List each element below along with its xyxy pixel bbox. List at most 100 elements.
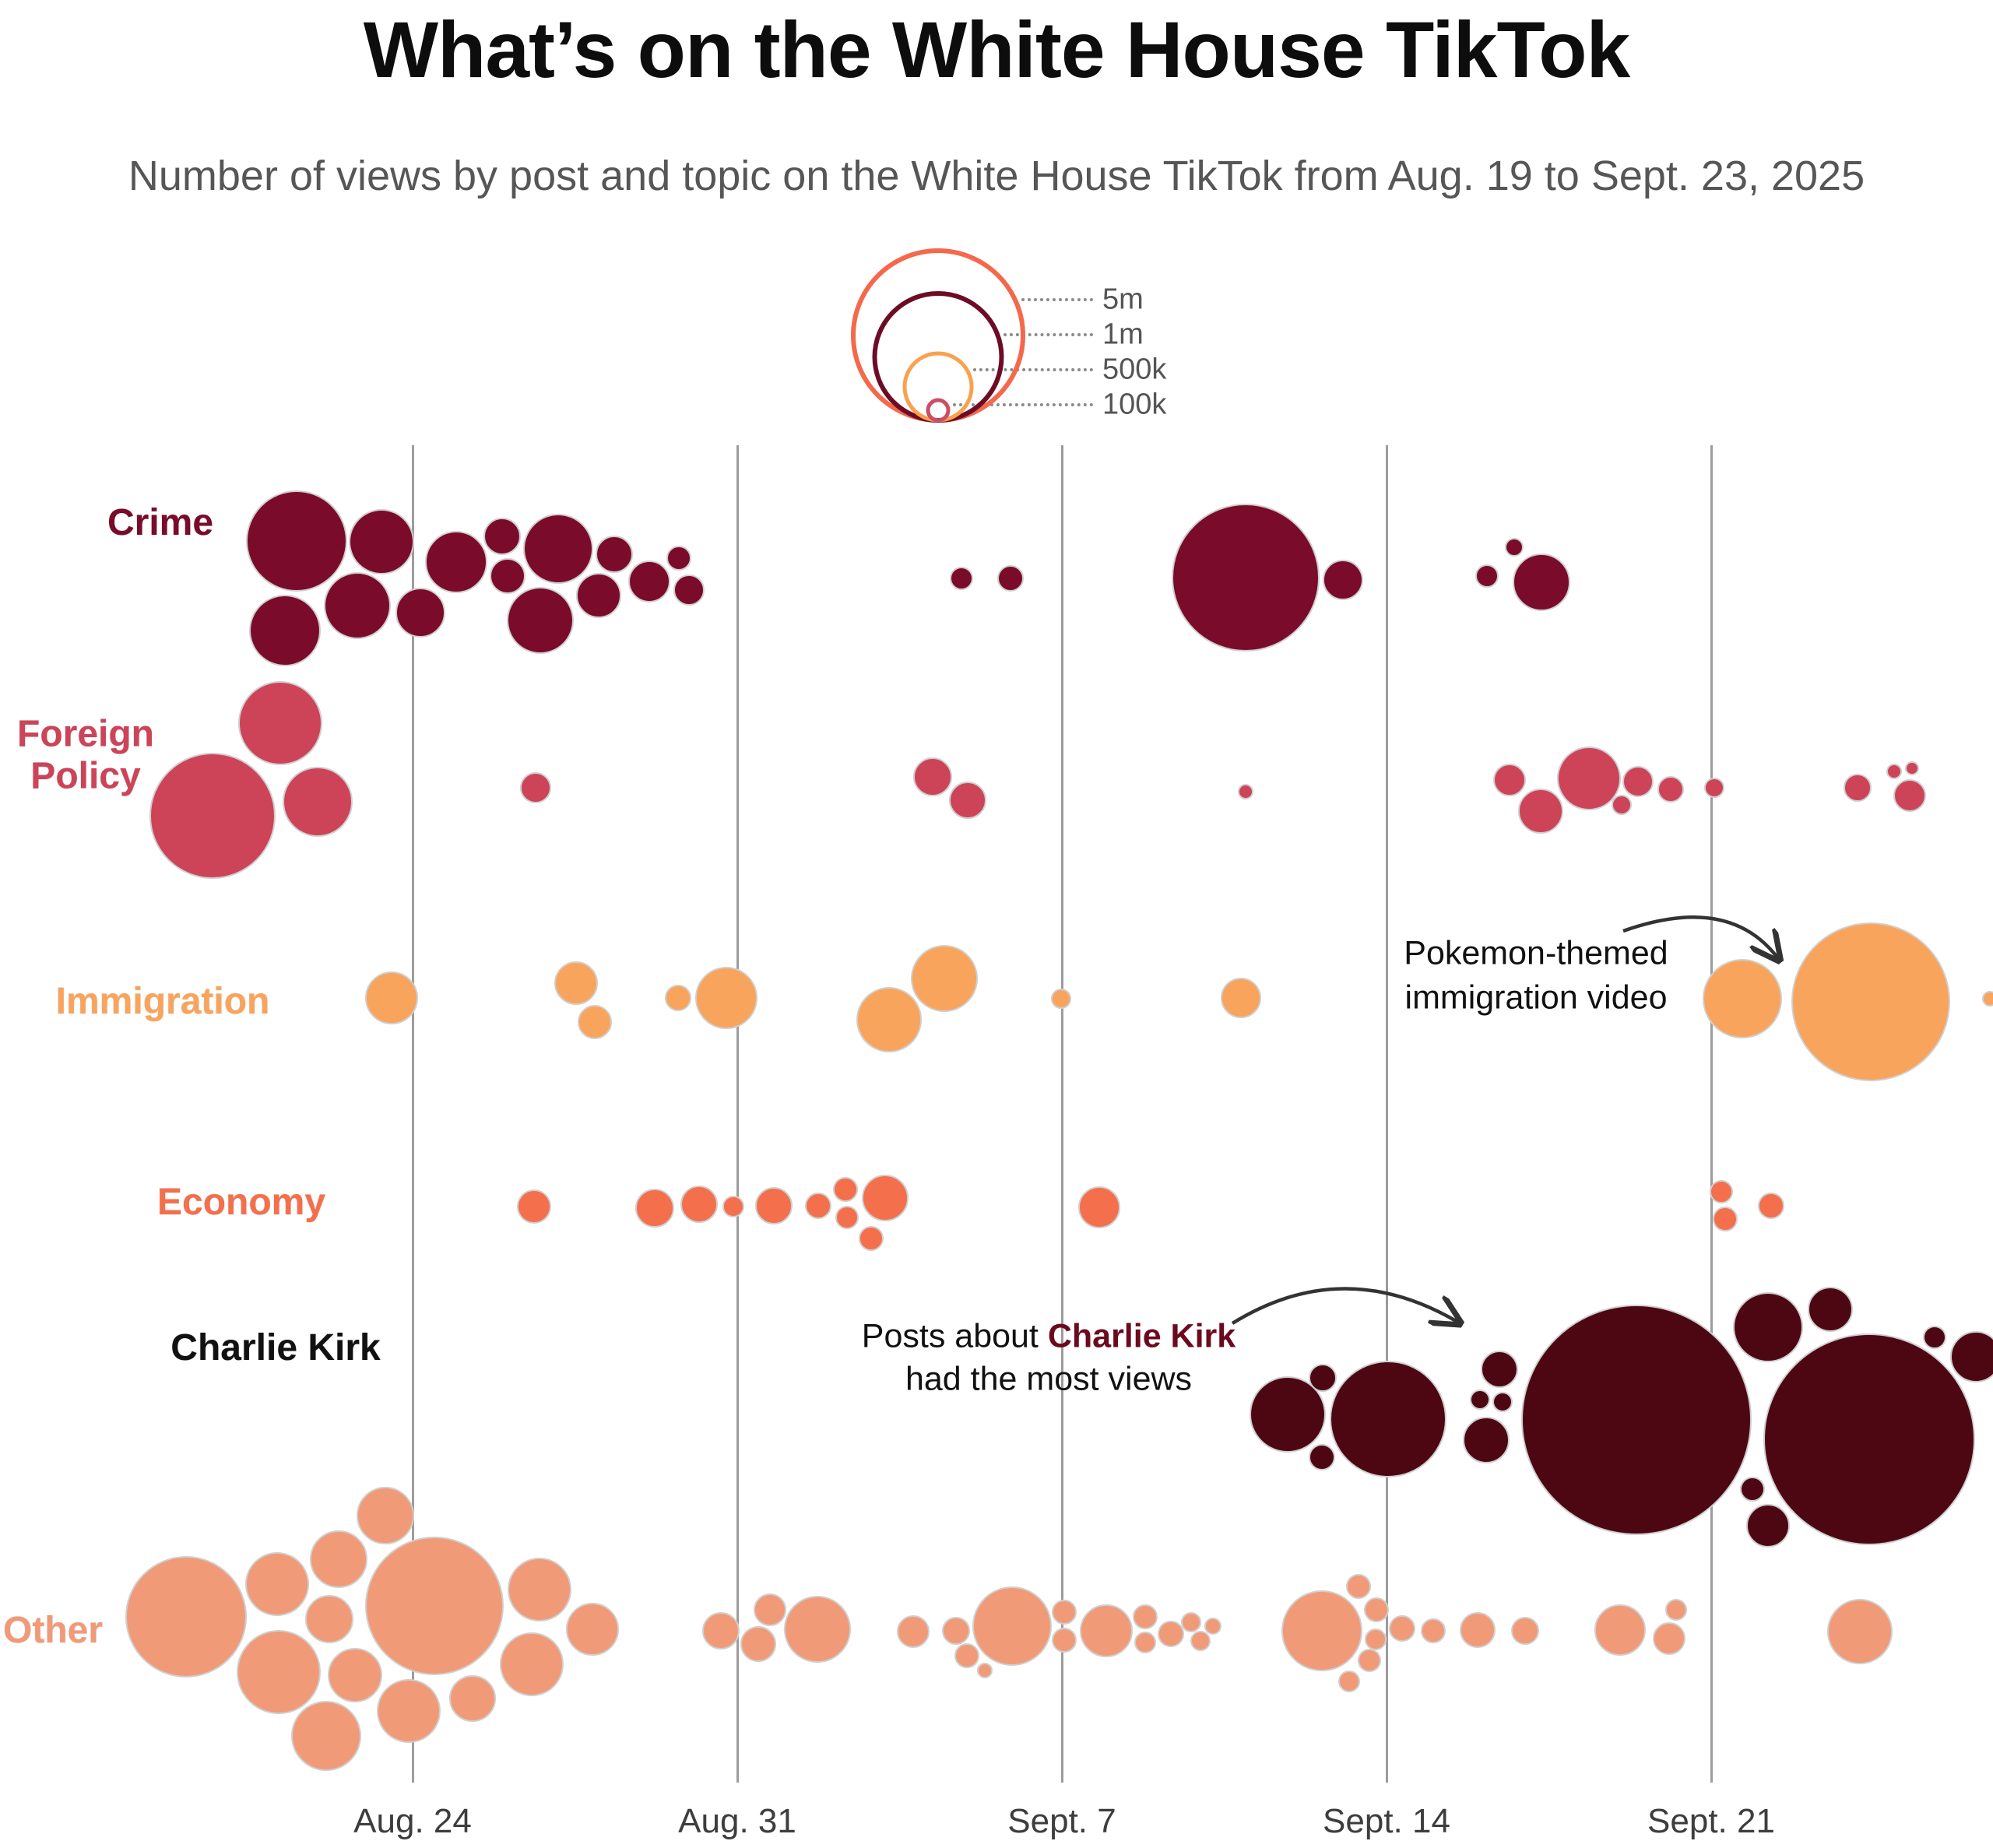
bubble-other [977, 1663, 993, 1678]
bubble-foreign-policy [1622, 766, 1654, 797]
bubble-other [972, 1586, 1052, 1666]
bubble-crime [1172, 504, 1320, 652]
bubble-foreign-policy [913, 757, 952, 796]
bubble-foreign-policy [1493, 764, 1526, 796]
bubble-other [357, 1487, 414, 1544]
row-label-immigration: Immigration [56, 981, 270, 1023]
bubble-other [245, 1552, 309, 1616]
bubble-immigration [1982, 991, 1993, 1007]
bubble-other [1511, 1617, 1539, 1645]
bubble-crime [596, 536, 633, 573]
legend-leader-100k [952, 403, 1093, 406]
bubble-economy [722, 1196, 744, 1217]
bubble-other [942, 1617, 970, 1645]
bubble-charlie-kirk [1923, 1326, 1946, 1349]
x-tick-label: Sept. 14 [1323, 1802, 1450, 1840]
bubble-economy [835, 1206, 859, 1229]
bubble-other [365, 1537, 504, 1675]
bubble-immigration [1051, 989, 1071, 1009]
bubble-other [754, 1593, 786, 1626]
bubble-crime [395, 588, 445, 638]
bubble-economy [1713, 1207, 1738, 1231]
x-tick-label: Aug. 24 [353, 1802, 472, 1840]
bubble-charlie-kirk [1808, 1287, 1853, 1332]
annotation-text: Posts about [861, 1317, 1048, 1355]
bubble-immigration [1791, 922, 1950, 1081]
row-label-line: Policy [30, 755, 141, 796]
legend-label-100k: 100k [1102, 388, 1167, 421]
bubble-economy [1078, 1186, 1120, 1228]
bubble-crime [1323, 560, 1363, 600]
bubble-crime [950, 567, 973, 590]
bubble-crime [249, 595, 321, 666]
bubble-charlie-kirk [1481, 1351, 1518, 1388]
x-tick-label: Sept. 21 [1647, 1802, 1775, 1840]
x-tick-label: Aug. 31 [678, 1802, 796, 1840]
bubble-other [1421, 1618, 1446, 1643]
bubble-other [1281, 1590, 1362, 1671]
bubble-foreign-policy [238, 681, 322, 765]
bubble-other [305, 1595, 353, 1643]
bubble-other [1653, 1622, 1685, 1655]
bubble-other [566, 1603, 619, 1656]
x-tick-label: Sept. 7 [1007, 1802, 1116, 1840]
bubble-crime [490, 558, 525, 594]
annotation-text: had the most views [905, 1360, 1193, 1398]
annotation-text: Pokemon-themed [1404, 934, 1668, 972]
bubble-other [1338, 1671, 1360, 1692]
bubble-crime [507, 587, 574, 654]
bubble-economy [1710, 1180, 1733, 1203]
bubble-crime [628, 560, 670, 603]
bubble-other [1358, 1649, 1381, 1672]
bubble-other [125, 1556, 247, 1678]
bubble-foreign-policy [1893, 779, 1926, 812]
bubble-charlie-kirk [1309, 1364, 1337, 1392]
row-label-other: Other [3, 1610, 103, 1652]
bubble-crime [246, 490, 347, 592]
legend-label-5m: 5m [1102, 283, 1144, 316]
bubble-other [291, 1701, 361, 1771]
bubble-foreign-policy [520, 772, 551, 803]
bubble-other [1204, 1618, 1221, 1635]
bubble-crime [1475, 564, 1499, 588]
bubble-immigration [856, 987, 922, 1052]
bubble-charlie-kirk [1309, 1444, 1335, 1470]
bubble-crime [673, 574, 705, 606]
legend-leader-5m [1021, 298, 1093, 301]
bubble-other [1460, 1612, 1496, 1648]
bubble-charlie-kirk [1521, 1305, 1752, 1535]
legend-circle-100k [926, 398, 951, 423]
bubble-economy [635, 1189, 674, 1228]
bubble-other [1364, 1597, 1389, 1622]
annotation-highlight-text: Charlie Kirk [1047, 1317, 1236, 1355]
bubble-foreign-policy [283, 767, 353, 837]
bubble-foreign-policy [1704, 778, 1724, 798]
row-label-crime: Crime [107, 502, 213, 544]
bubble-crime [1505, 538, 1524, 557]
annotation-pokemon-line1: Pokemon-themed [1404, 932, 1668, 975]
bubble-immigration [1703, 959, 1782, 1038]
legend-circle-5m [851, 248, 1025, 423]
bubble-economy [805, 1193, 831, 1219]
bubble-crime [666, 546, 691, 571]
bubble-crime [1513, 553, 1570, 611]
row-label-line: Charlie Kirk [170, 1327, 381, 1369]
row-label-line: Immigration [55, 981, 270, 1023]
bubble-foreign-policy [1905, 761, 1919, 775]
bubble-economy [755, 1187, 793, 1224]
legend-circle-500k [902, 351, 974, 423]
bubble-other [1133, 1604, 1158, 1629]
bubble-foreign-policy [1886, 764, 1902, 779]
bubble-crime [576, 573, 621, 618]
gridline-aug31 [736, 445, 739, 1783]
bubble-foreign-policy [1612, 795, 1632, 815]
legend-leader-1m [1004, 333, 1093, 336]
bubble-other [784, 1596, 851, 1663]
bubble-other [508, 1558, 571, 1621]
bubble-charlie-kirk [1470, 1390, 1490, 1410]
bubble-other [740, 1626, 776, 1662]
bubble-other [1665, 1599, 1687, 1621]
bubble-other [449, 1675, 496, 1722]
bubble-other [500, 1632, 564, 1696]
